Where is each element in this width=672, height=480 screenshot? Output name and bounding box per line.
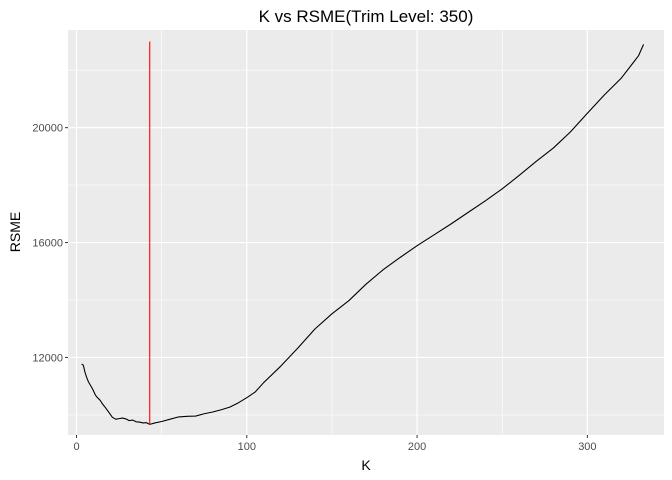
panel-background <box>68 30 664 435</box>
axis-ticks: 0 100 200 300 12000 16000 20000 <box>32 123 596 453</box>
y-tick-label: 16000 <box>32 238 63 250</box>
x-tick-label: 0 <box>73 441 79 453</box>
x-tick-label: 100 <box>238 441 256 453</box>
y-axis-title: RSME <box>7 212 23 252</box>
x-tick-label: 300 <box>578 441 596 453</box>
chart-title: K vs RSME(Trim Level: 350) <box>259 7 474 26</box>
minor-gridlines <box>68 30 664 435</box>
x-axis-title: K <box>361 457 371 473</box>
x-tick-label: 200 <box>408 441 426 453</box>
data-layer <box>81 41 645 425</box>
y-tick-label: 20000 <box>32 123 63 135</box>
y-tick-label: 12000 <box>32 352 63 364</box>
major-gridlines <box>68 30 664 435</box>
rsme-series-line <box>81 44 645 425</box>
